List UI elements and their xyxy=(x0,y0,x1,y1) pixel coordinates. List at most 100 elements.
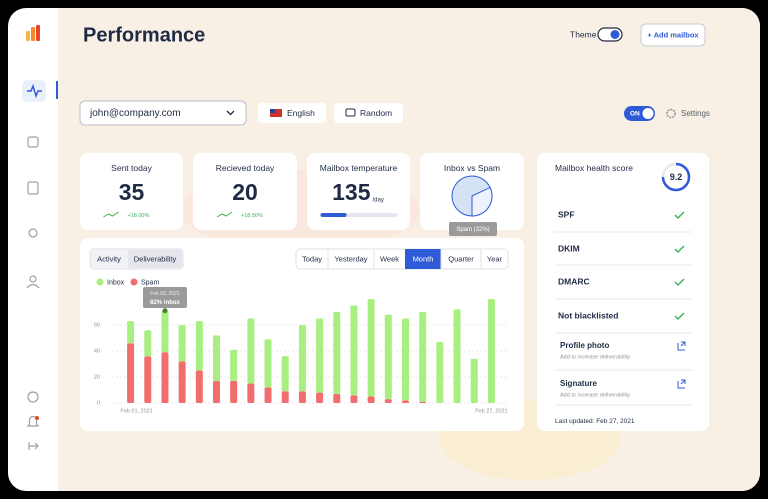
stat-card xyxy=(193,153,297,230)
bar-tooltip xyxy=(142,287,187,308)
nav-profile-body xyxy=(26,283,40,289)
bar-segment xyxy=(195,321,203,371)
mode-button[interactable] xyxy=(334,103,403,123)
stat-change: +18.50% xyxy=(241,213,263,219)
bar-segment xyxy=(144,356,152,403)
bar-segment xyxy=(298,391,306,403)
mode-label: Random xyxy=(360,108,392,118)
nav-tasks[interactable] xyxy=(27,136,39,148)
bar-segment xyxy=(384,399,392,403)
bar-segment xyxy=(350,395,358,403)
period: Week xyxy=(380,254,399,263)
score-ring-arc xyxy=(661,162,691,192)
x-tick-label: Feb 01, 2021 xyxy=(120,408,152,414)
settings-label: Settings xyxy=(681,109,710,118)
bar-segment xyxy=(264,339,272,388)
check-icon xyxy=(674,312,685,321)
bar-segment xyxy=(281,356,289,392)
bar-segment xyxy=(419,401,427,403)
stat-card xyxy=(307,153,410,230)
health-link-title: Signature xyxy=(560,379,597,388)
stat-label: Mailbox temperature xyxy=(320,163,398,173)
stat-change: +18.00% xyxy=(128,213,150,219)
bar-segment xyxy=(384,314,392,400)
health-card xyxy=(537,153,709,431)
on-toggle-label: ON xyxy=(630,111,640,118)
bar-segment xyxy=(195,370,203,403)
health-check-label: DMARC xyxy=(558,276,590,286)
stat-label: Sent today xyxy=(111,163,152,173)
add-mailbox-button[interactable] xyxy=(640,23,706,47)
nav-activity[interactable] xyxy=(27,83,42,99)
bar-segment xyxy=(419,312,427,402)
bar-segment xyxy=(213,380,220,403)
nav-chat[interactable] xyxy=(27,391,39,403)
period: Quarter xyxy=(448,254,474,263)
bar-segment xyxy=(298,325,306,392)
bar-segment xyxy=(178,325,186,362)
bar-segment xyxy=(161,352,169,403)
y-tick-label: 60 xyxy=(94,322,100,328)
tab: Activity xyxy=(97,254,121,263)
bar-segment xyxy=(402,400,409,403)
legend-label: Inbox xyxy=(107,279,125,286)
nav-docs[interactable] xyxy=(27,181,39,195)
nav-indicator xyxy=(56,81,58,99)
bar-segment xyxy=(161,310,169,353)
logo xyxy=(26,25,40,41)
period: Year xyxy=(487,254,503,263)
stat-value: 20 xyxy=(232,179,258,205)
notification-dot xyxy=(35,416,39,420)
pie-title: Inbox vs Spam xyxy=(444,163,500,173)
health-title: Mailbox health score xyxy=(555,163,633,173)
language-button[interactable] xyxy=(258,103,326,123)
external-link-icon[interactable] xyxy=(677,341,686,351)
legend-label: Spam xyxy=(141,279,159,286)
nav-logout[interactable] xyxy=(28,442,39,450)
bar-segment xyxy=(316,392,324,403)
period: Today xyxy=(302,254,322,263)
health-link-title: Profile photo xyxy=(560,341,609,350)
flag-canton xyxy=(270,109,275,113)
bar-segment xyxy=(367,299,375,397)
chevron xyxy=(226,110,235,116)
tab-active xyxy=(128,250,182,268)
bar-segment xyxy=(178,361,186,403)
nav-profile[interactable] xyxy=(29,275,37,283)
email-select[interactable] xyxy=(79,100,247,126)
mode-icon xyxy=(345,108,356,117)
stat-value: 35 xyxy=(119,179,145,205)
pie-spam xyxy=(471,186,493,217)
bar-segment xyxy=(281,391,289,403)
language-label: English xyxy=(287,108,315,118)
bar-segment xyxy=(470,358,478,403)
stat-card xyxy=(80,153,183,230)
stat-unit: /day xyxy=(373,198,384,204)
bar-segment xyxy=(333,393,341,403)
stat-value: 135 xyxy=(332,179,371,205)
temperature-fill xyxy=(320,213,347,217)
legend-swatch xyxy=(130,278,138,286)
stat-label: Recieved today xyxy=(216,163,275,173)
bar-segment xyxy=(436,341,444,403)
bar-segment xyxy=(127,321,135,344)
external-link-icon[interactable] xyxy=(677,379,686,389)
check-icon xyxy=(674,245,685,254)
check-icon xyxy=(674,211,685,220)
y-tick-label: 40 xyxy=(94,348,100,354)
nav-notifications[interactable] xyxy=(26,415,40,427)
bar-segment xyxy=(264,387,272,403)
period-active xyxy=(405,249,441,269)
nav-ideas[interactable] xyxy=(28,228,38,238)
pie-tooltip xyxy=(449,222,497,236)
y-tick-label: 20 xyxy=(94,374,100,380)
pie-tooltip-label: Spam (32%) xyxy=(456,227,489,233)
bar-segment xyxy=(230,349,238,381)
legend-swatch xyxy=(96,278,104,286)
bar-segment xyxy=(333,312,341,394)
tab: Deliverability xyxy=(134,254,177,263)
health-link-subtitle: Add to increase deliverability xyxy=(560,354,630,360)
bar-segment xyxy=(247,318,255,384)
score-value: 9.2 xyxy=(670,172,683,182)
settings-icon[interactable] xyxy=(666,108,676,119)
